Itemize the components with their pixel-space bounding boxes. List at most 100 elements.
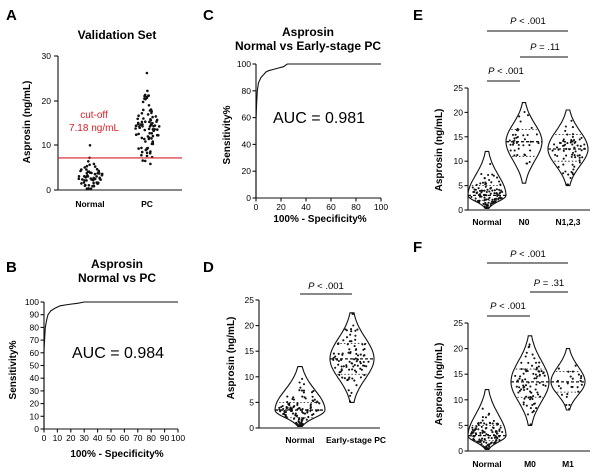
panel-b-xtick-label: 0 — [42, 433, 47, 443]
panel-b-ytick-label: 20 — [30, 399, 40, 409]
panel-f-point — [531, 403, 534, 407]
panel-b-ytick-label: 60 — [30, 348, 40, 358]
panel-e-sig-right-p: P — [530, 42, 537, 53]
panel-d-point — [278, 406, 281, 409]
panel-e-point — [495, 188, 498, 191]
panel-e-point — [553, 143, 556, 146]
panel-d-point — [341, 376, 344, 379]
panel-d-point — [291, 412, 295, 415]
panel-e-point — [478, 189, 482, 192]
panel-f-point — [559, 387, 562, 390]
panel-a-dot — [141, 159, 144, 162]
panel-a-dot — [136, 117, 139, 121]
panel-a-dot — [149, 118, 153, 122]
panel-a-category-normal: Normal — [75, 199, 104, 209]
panel-e-point — [578, 138, 581, 141]
panel-e-point — [514, 133, 517, 136]
panel-a-dot — [77, 177, 81, 181]
panel-d-point — [362, 360, 365, 364]
panel-d-ytick-label: 5 — [249, 397, 254, 407]
panel-d-point — [281, 404, 284, 408]
panel-e-sig-top-label: P < .001 — [510, 16, 546, 27]
panel-e-sig-left-label: P < .001 — [488, 66, 524, 77]
panel-e-point — [511, 133, 515, 136]
panel-f-axes: 0 5 10 15 20 25 — [454, 318, 590, 456]
panel-f-point — [571, 370, 574, 373]
panel-e-violin — [547, 109, 589, 187]
panel-d-sig-label: P < .001 — [308, 281, 344, 292]
panel-f-point — [492, 426, 495, 430]
panel-e-point — [562, 139, 565, 143]
panel-f-point — [481, 431, 484, 434]
panel-f-point — [565, 395, 568, 398]
panel-d-point — [283, 409, 286, 413]
panel-e-point — [488, 196, 491, 199]
panel-c-xtick-label: 80 — [351, 202, 361, 212]
panel-f-point — [531, 411, 534, 414]
panel-d-point — [356, 354, 360, 357]
panel-a-yticks: 0 10 20 30 — [42, 51, 182, 195]
panel-e-point — [483, 196, 486, 199]
panel-d-point — [295, 415, 298, 418]
panel-f-point — [570, 385, 573, 388]
panel-d-point — [347, 378, 350, 381]
panel-f-point — [490, 437, 493, 440]
panel-e-point — [528, 160, 531, 164]
panel-e-point — [488, 178, 491, 182]
panel-a-dot — [156, 128, 159, 131]
panel-e-point — [471, 186, 474, 189]
panel-f-point — [568, 407, 571, 411]
panel-a-category-pc: PC — [141, 199, 153, 209]
panel-a-dot — [136, 121, 140, 125]
panel-d-ylabel: Asprosin (ng/mL) — [226, 317, 237, 400]
panel-e-point — [562, 157, 565, 160]
panel-f-point — [522, 384, 525, 387]
panel-a-dot — [143, 93, 147, 97]
panel-d-point — [285, 406, 288, 409]
panel-e-point — [489, 192, 492, 195]
panel-e-point — [573, 154, 576, 157]
panel-e-point — [482, 202, 485, 205]
panel-a-dot — [150, 110, 153, 113]
panel-e-point — [487, 173, 490, 177]
panel-d-point — [303, 396, 306, 399]
panel-d-point — [363, 364, 366, 367]
panel-e-point — [490, 202, 493, 205]
panel-a-dot — [93, 177, 97, 181]
panel-d-point — [296, 403, 299, 407]
panel-e-point — [493, 192, 496, 195]
panel-d-point — [365, 365, 368, 368]
panel-a-dot — [140, 146, 143, 150]
panel-e-point — [487, 201, 490, 204]
panel-f-point — [481, 437, 484, 440]
panel-f-point — [482, 445, 485, 448]
panel-e-point — [488, 190, 491, 193]
panel-f-point — [522, 386, 525, 389]
panel-f-point — [472, 437, 475, 441]
panel-b-ytick-label: 40 — [30, 373, 40, 383]
panel-f-point — [574, 364, 577, 367]
panel-d-point — [332, 356, 335, 359]
panel-d-point — [359, 367, 362, 370]
panel-a-dot — [87, 160, 90, 163]
panel-c-xtick-label: 40 — [301, 202, 311, 212]
panel-d-point — [292, 396, 295, 399]
panel-a-dot — [142, 117, 145, 120]
panel-a-dot — [150, 137, 153, 140]
panel-e-point — [484, 206, 487, 209]
panel-d-point — [306, 411, 309, 414]
panel-d-point — [302, 391, 305, 394]
panel-f-point — [481, 416, 484, 419]
panel-d-point — [284, 413, 287, 417]
panel-d-violin — [329, 312, 375, 403]
panel-a-dot — [86, 174, 89, 177]
panel-d-point — [363, 374, 366, 377]
panel-a-dot — [77, 175, 81, 178]
panel-b-ytick-label: 30 — [30, 386, 40, 396]
panel-d-point — [352, 324, 355, 327]
panel-f-point — [577, 373, 580, 376]
panel-e-point — [516, 135, 519, 139]
panel-e-point — [557, 165, 560, 169]
panel-b-title-1: Asprosin — [91, 257, 143, 271]
panel-e-point — [485, 190, 488, 194]
